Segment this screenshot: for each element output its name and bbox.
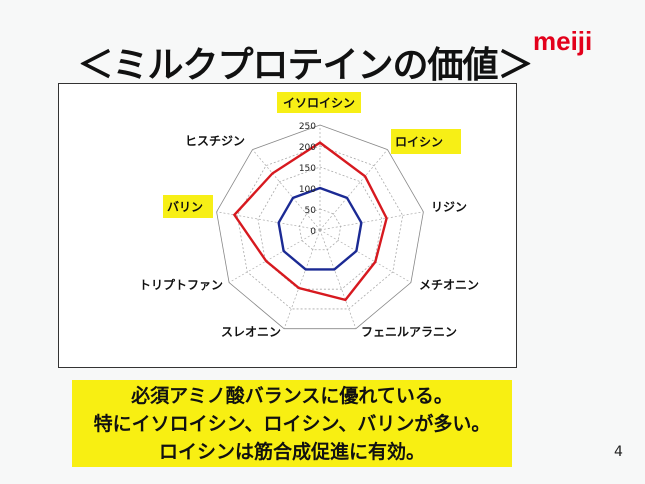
grid-ring: [236, 145, 404, 310]
grid-spoke: [319, 229, 357, 329]
grid-spoke: [216, 211, 321, 231]
tick-label: 200: [299, 143, 316, 153]
series-line: [232, 141, 388, 302]
page-number: 4: [614, 444, 623, 460]
category-label: バリン: [163, 195, 214, 218]
radar-chart: 0 50 100 150 200 250 イソロイシン ロイシン リジン メチオニン フェ…: [58, 83, 517, 368]
tick-label: 0: [310, 227, 316, 237]
category-label: ロイシン: [391, 129, 462, 154]
grid-ring: [216, 124, 424, 330]
category-label: イソロイシン: [277, 92, 362, 113]
grid-spoke: [228, 229, 321, 283]
summary-line: ロイシンは筋合成促進に有効。: [158, 441, 425, 463]
category-label: フェニルアラニン: [361, 325, 458, 339]
grid-spoke: [319, 211, 424, 231]
series-line: [277, 186, 363, 271]
category-label: リジン: [431, 200, 468, 214]
tick-label: 50: [305, 206, 317, 216]
summary-line: 特にイソロイシン、ロイシン、バリンが多い。: [93, 413, 491, 435]
summary-box: 必須アミノ酸バランスに優れている。 特にイソロイシン、ロイシン、バリンが多い。 …: [72, 380, 512, 467]
tick-label: 250: [299, 122, 316, 132]
category-label: メチオニン: [419, 278, 480, 292]
tick-label: 100: [299, 185, 316, 195]
summary-line: 必須アミノ酸バランスに優れている。: [131, 385, 453, 407]
grid-spoke: [283, 229, 321, 329]
grid-spoke: [319, 229, 412, 283]
category-label: ヒスチジン: [185, 134, 246, 148]
grid-spoke: [252, 149, 321, 231]
meiji-logo: meiji: [533, 26, 593, 56]
grid-spoke: [319, 149, 388, 231]
grid-ring: [298, 208, 342, 251]
tick-label: 150: [299, 164, 316, 174]
radar-chart-svg: 0 50 100 150 200 250: [216, 122, 424, 330]
slide-title: ＜ミルクプロテインの価値＞: [77, 45, 533, 86]
category-label: スレオニン: [221, 325, 282, 339]
grid-ring: [257, 166, 383, 290]
category-label: トリプトファン: [139, 278, 224, 292]
